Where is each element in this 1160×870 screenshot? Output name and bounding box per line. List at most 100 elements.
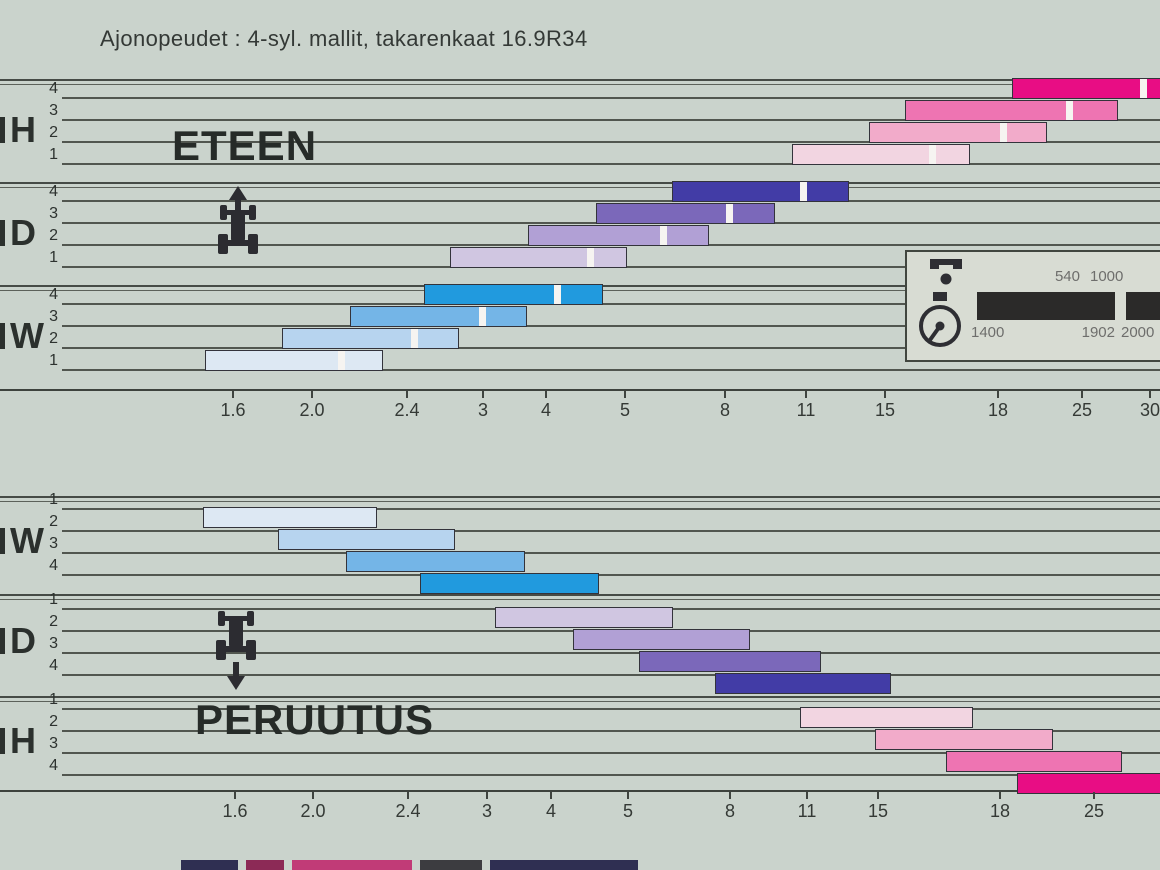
engine-rpm-icon [919,292,961,347]
speed-bar-peruutus-W1 [202,507,377,528]
axis-tick [1149,391,1151,399]
gear-line [62,303,1160,305]
gear-line [62,552,1160,554]
gear-number: 2 [49,713,58,730]
axis-tick-label: 1.6 [220,400,246,420]
cropped-label-fragment [0,220,5,246]
axis-tick-label: 30 [1139,400,1160,420]
tractor-forward-icon [218,186,258,254]
speed-axis [0,790,1160,793]
axis-tick [406,391,408,399]
engine-rpm-1400-label: 1400 [971,324,1005,341]
pto-speed-1000-label: 1000 [1090,268,1124,285]
cropped-label-fragment [0,528,5,554]
gear-number: 3 [49,735,58,752]
gear-number: 2 [49,330,58,347]
gear-line [62,574,1160,576]
speed-bar-eteen-H3 [905,100,1118,121]
speed-bar-peruutus-D1 [495,607,673,628]
range-group-label-H: H [10,720,36,761]
gear-number: 1 [49,352,58,369]
gear-number: 3 [49,308,58,325]
gear-line [62,97,1160,99]
gear-number: 2 [49,227,58,244]
page-title: Ajonopeudet : 4-syl. mallit, takarenkaat… [100,26,588,51]
speed-bar-peruutus-H3 [945,751,1123,772]
group-divider-line-echo [0,701,1160,703]
speed-bar-peruutus-H4 [1016,773,1160,794]
speed-bar-peruutus-H1 [800,707,974,728]
axis-tick [877,792,879,800]
axis-tick [407,792,409,800]
gear-line [62,325,1160,327]
axis-tick [550,792,552,800]
gear-number: 4 [49,286,58,303]
gear-line [62,708,1160,710]
group-divider-line-echo [0,501,1160,503]
cropped-label-fragment [0,323,5,349]
axis-tick [1081,391,1083,399]
range-group-label-W: W [10,520,44,561]
axis-tick [997,391,999,399]
gear-line [62,674,1160,676]
axis-tick-label: 18 [987,400,1009,420]
engine-rpm-2000-label: 2000 [1121,324,1155,341]
gear-number: 2 [49,613,58,630]
cropped-label-fragment [0,728,5,754]
speed-axis [0,389,1160,392]
speed-bar-peruutus-D3 [639,651,822,672]
cropped-next-figure-fragment [246,860,284,870]
speed-bar-eteen-W2 [282,328,460,349]
rated-speed-marker [999,123,1007,142]
cropped-label-fragment [0,117,5,143]
gear-line [62,508,1160,510]
axis-tick-label: 8 [719,400,730,420]
gear-line [62,530,1160,532]
speed-bar-eteen-H2 [869,122,1047,143]
axis-tick [624,391,626,399]
speed-bar-eteen-D3 [596,203,776,224]
rated-speed-marker [411,329,419,348]
group-divider-line [0,696,1160,699]
speed-bar-peruutus-H2 [874,729,1054,750]
axis-tick-label: 18 [989,801,1011,821]
axis-tick [234,792,236,800]
forward-direction-label: ETEEN [172,122,318,169]
group-divider-line [0,182,1160,185]
range-group-label-W: W [10,315,44,356]
gear-number: 4 [49,557,58,574]
axis-tick [312,792,314,800]
gear-number: 2 [49,124,58,141]
axis-tick [232,391,234,399]
speed-bar-eteen-W4 [423,284,604,305]
speed-bar-peruutus-W2 [278,529,455,550]
speed-bar-eteen-H4 [1011,78,1160,99]
rated-speed-marker [586,248,594,267]
axis-tick [627,792,629,800]
axis-tick-label: 3 [477,400,488,420]
axis-tick-label: 5 [622,801,633,821]
cropped-next-figure-fragment [490,860,638,870]
gear-number: 4 [49,757,58,774]
gear-line [62,774,1160,776]
axis-tick-label: 2.0 [299,400,325,420]
group-divider-line [0,496,1160,499]
axis-tick-label: 4 [540,400,551,420]
gear-number: 4 [49,80,58,97]
axis-tick [729,792,731,800]
axis-tick-label: 25 [1071,400,1093,420]
axis-tick-label: 11 [796,400,816,420]
gear-number: 4 [49,183,58,200]
axis-tick-label: 8 [724,801,735,821]
gear-number: 1 [49,146,58,163]
reverse-direction-label: PERUUTUS [195,696,435,743]
gear-number: 1 [49,691,58,708]
axis-tick [806,792,808,800]
speed-bar-eteen-H1 [791,144,970,165]
gear-line [62,141,1160,143]
gear-number: 2 [49,513,58,530]
tractor-reverse-icon [216,611,256,690]
speed-bar-eteen-D2 [527,225,709,246]
gear-line [62,369,1160,371]
group-divider-line [0,594,1160,597]
